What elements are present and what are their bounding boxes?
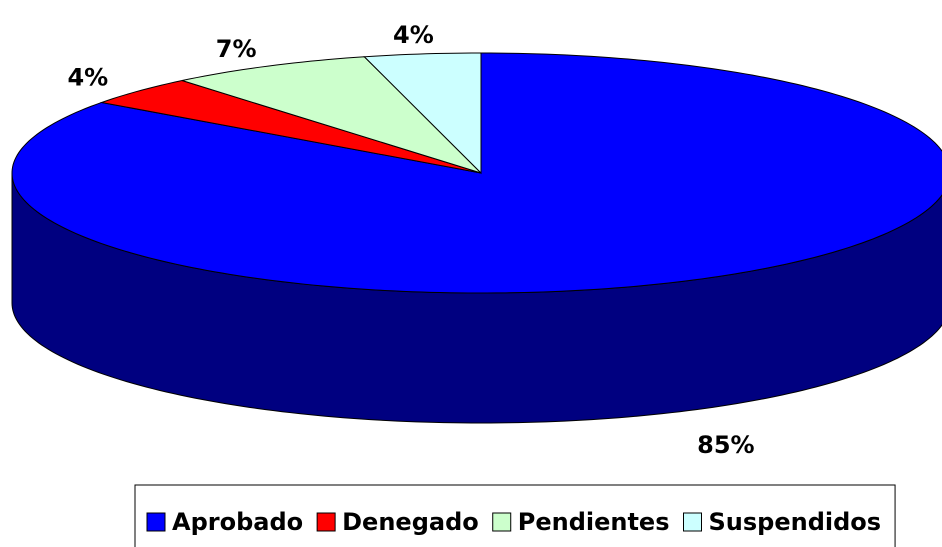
legend-swatch bbox=[492, 512, 512, 532]
legend-label: Pendientes bbox=[518, 508, 670, 536]
data-label: 4% bbox=[393, 21, 434, 49]
legend-label: Aprobado bbox=[172, 508, 303, 536]
legend bbox=[134, 484, 896, 547]
data-label: 7% bbox=[216, 35, 257, 63]
legend-swatch bbox=[146, 512, 166, 532]
pie-slice bbox=[11, 52, 942, 294]
legend-swatch bbox=[316, 512, 336, 532]
pie-slice bbox=[99, 80, 482, 174]
data-label: 85% bbox=[697, 431, 754, 459]
legend-swatch bbox=[683, 512, 702, 532]
legend-label: Suspendidos bbox=[709, 508, 882, 536]
data-label: 4% bbox=[67, 64, 108, 92]
pie-slice bbox=[181, 56, 482, 174]
legend-label: Denegado bbox=[342, 508, 479, 536]
pie-slice bbox=[363, 52, 482, 175]
